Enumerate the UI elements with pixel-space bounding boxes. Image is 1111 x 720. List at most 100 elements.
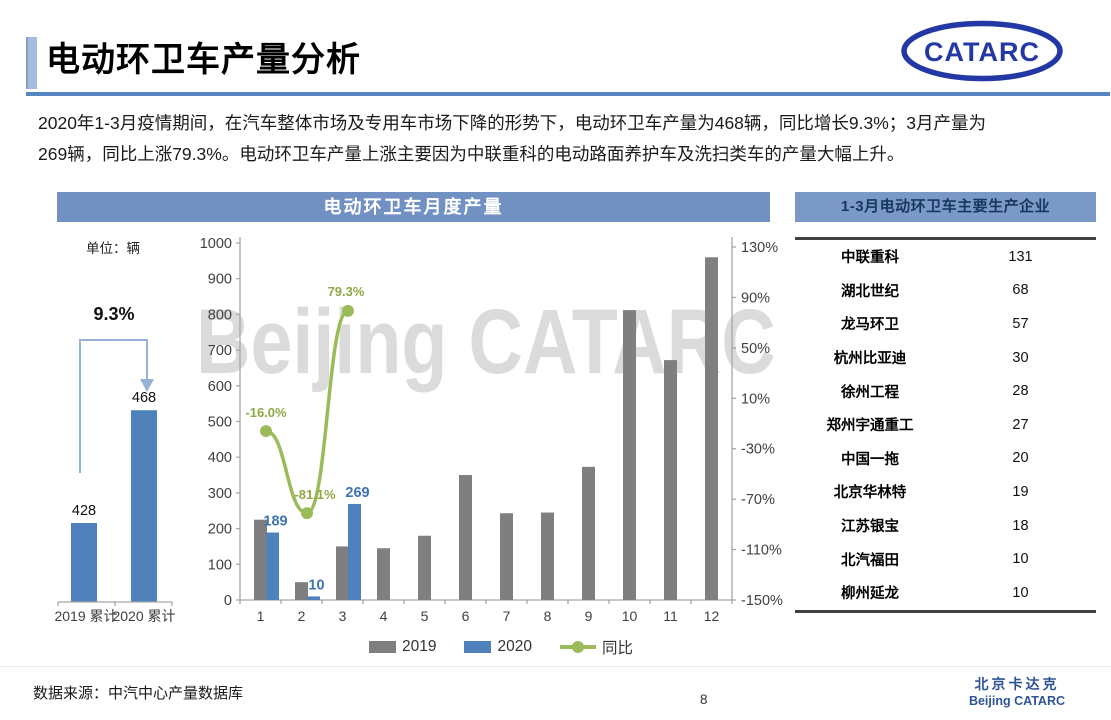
- legend-dot-icon: [571, 641, 584, 653]
- svg-text:-16.0%: -16.0%: [245, 405, 287, 420]
- producer-value: 10: [1012, 551, 1029, 568]
- legend-line-icon: [559, 641, 596, 653]
- svg-text:-110%: -110%: [741, 543, 782, 559]
- svg-text:5: 5: [421, 608, 429, 624]
- svg-text:8: 8: [544, 608, 552, 624]
- table-row: 徐州工程 28: [795, 374, 1096, 408]
- svg-text:200: 200: [208, 522, 232, 538]
- svg-text:1000: 1000: [200, 236, 232, 252]
- svg-text:50%: 50%: [741, 341, 770, 357]
- growth-label: 9.3%: [93, 304, 134, 324]
- producer-value: 19: [1012, 483, 1029, 500]
- producer-value: 28: [1012, 383, 1029, 400]
- month-labels: 1 2 3 4 5 6 7 8 9 10 11 12: [257, 608, 720, 624]
- table-row: 中联重科 131: [795, 240, 1096, 274]
- producer-value: 20: [1012, 450, 1029, 467]
- svg-text:0: 0: [224, 593, 232, 609]
- producer-name: 龙马环卫: [841, 317, 899, 334]
- svg-text:400: 400: [208, 450, 232, 466]
- svg-text:90%: 90%: [741, 290, 770, 306]
- producer-value: 10: [1012, 584, 1029, 601]
- svg-text:4: 4: [380, 608, 388, 624]
- page-number: 8: [700, 692, 708, 707]
- intro-line-1: 2020年1-3月疫情期间，在汽车整体市场及专用车市场下降的形势下，电动环卫车产…: [38, 113, 987, 133]
- svg-text:2: 2: [298, 608, 306, 624]
- legend-label: 同比: [601, 640, 633, 657]
- svg-text:6: 6: [462, 608, 470, 624]
- svg-text:10: 10: [308, 577, 324, 593]
- producer-value: 57: [1012, 315, 1029, 332]
- svg-text:2019 累计: 2019 累计: [55, 608, 118, 624]
- svg-text:800: 800: [208, 307, 232, 323]
- svg-text:3: 3: [339, 608, 347, 624]
- monthly-production-chart: 0 100 200 300 400 500 600 700 800 900 1000 130% 90% 5…: [200, 236, 783, 624]
- table-row: 湖北世纪 68: [795, 274, 1096, 308]
- right-axis-labels: 130% 90% 50% 10% -30% -70% -110% -150%: [741, 240, 783, 609]
- page-title: 电动环卫车产量分析: [46, 41, 361, 79]
- legend-item-2019: 2019: [369, 638, 436, 656]
- title-accent-bar: [26, 37, 37, 89]
- chart-legend: 2019 2020 同比: [195, 636, 807, 658]
- table-row: 北汽福田 10: [795, 542, 1096, 576]
- table-row: 北京华林特 19: [795, 475, 1096, 509]
- producer-name: 杭州比亚迪: [833, 351, 907, 368]
- axes: [236, 237, 736, 604]
- header-divider: [26, 92, 1110, 96]
- table-row: 杭州比亚迪 30: [795, 341, 1096, 375]
- producers-table: 中联重科 131 湖北世纪 68 龙马环卫 57 杭州比亚迪 30 徐州工程 28 郑州宇通重工 27…: [795, 237, 1096, 613]
- svg-text:468: 468: [132, 390, 156, 406]
- svg-text:7: 7: [503, 608, 511, 624]
- legend-label: 2020: [497, 638, 532, 655]
- yoy-line: -16.0% -81.1% 79.3%: [245, 284, 365, 520]
- producer-name: 北汽福田: [841, 552, 899, 569]
- legend-item-2020: 2020: [464, 638, 532, 656]
- producer-name: 江苏银宝: [841, 519, 899, 536]
- svg-text:10%: 10%: [741, 391, 770, 407]
- svg-text:500: 500: [208, 415, 232, 431]
- unit-label: 单位：辆: [86, 241, 140, 256]
- producer-value: 27: [1012, 416, 1029, 433]
- bars-2019: [254, 257, 718, 600]
- producer-value: 30: [1012, 349, 1029, 366]
- svg-text:1: 1: [257, 608, 265, 624]
- footer-brand: 北京卡达克 Beijing CATARC: [969, 676, 1065, 710]
- growth-bracket-arrow-icon: [79, 339, 154, 473]
- svg-text:-70%: -70%: [741, 492, 775, 508]
- producers-panel-title: 1-3月电动环卫车主要生产企业: [795, 192, 1096, 222]
- svg-text:2020 累计: 2020 累计: [112, 608, 175, 624]
- svg-text:-30%: -30%: [741, 442, 775, 458]
- producer-name: 湖北世纪: [841, 283, 899, 300]
- intro-line-2: 269辆，同比上涨79.3%。电动环卫车产量上涨主要因为中联重科的电动路面养护车…: [38, 144, 905, 164]
- producer-value: 68: [1012, 282, 1029, 299]
- watermark: Beijing CATARC: [196, 291, 776, 393]
- svg-text:300: 300: [208, 486, 232, 502]
- table-row: 郑州宇通重工 27: [795, 408, 1096, 442]
- svg-text:79.3%: 79.3%: [328, 284, 365, 299]
- svg-text:189: 189: [263, 514, 287, 530]
- table-row: 柳州延龙 10: [795, 576, 1096, 610]
- footer-divider: [0, 666, 1111, 667]
- producer-name: 中国一拖: [841, 451, 899, 468]
- svg-text:100: 100: [208, 557, 232, 573]
- svg-text:269: 269: [345, 485, 369, 501]
- producer-value: 131: [1008, 248, 1033, 265]
- bars-2020: 189 10 269: [263, 485, 370, 600]
- producer-name: 徐州工程: [841, 384, 899, 401]
- svg-text:600: 600: [208, 379, 232, 395]
- svg-text:130%: 130%: [741, 240, 778, 256]
- table-row: 中国一拖 20: [795, 442, 1096, 476]
- cumulative-bars: 428 468: [71, 390, 157, 602]
- svg-text:900: 900: [208, 272, 232, 288]
- producer-value: 18: [1012, 517, 1029, 534]
- svg-text:10: 10: [622, 608, 638, 624]
- catarc-logo-ellipse-icon: CATARC: [901, 20, 1063, 82]
- monthly-chart-title: 电动环卫车月度产量: [57, 192, 770, 222]
- producer-name: 北京华林特: [833, 485, 907, 502]
- table-row: 江苏银宝 18: [795, 509, 1096, 543]
- producer-name: 郑州宇通重工: [826, 418, 914, 435]
- catarc-logo-text: CATARC: [924, 37, 1040, 67]
- footer-brand-en: Beijing CATARC: [968, 694, 1065, 708]
- svg-text:428: 428: [72, 503, 96, 519]
